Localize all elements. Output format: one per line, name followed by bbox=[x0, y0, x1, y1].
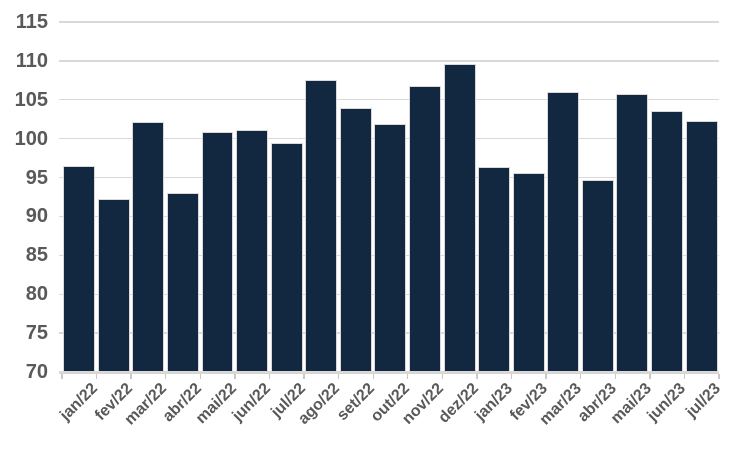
bar-out/22 bbox=[374, 123, 407, 372]
x-axis-tick bbox=[614, 374, 616, 379]
x-axis-line bbox=[59, 372, 719, 375]
x-axis-tick bbox=[579, 374, 582, 379]
bar-nov/22 bbox=[408, 85, 441, 372]
y-axis-label: 90 bbox=[25, 205, 48, 228]
y-axis-label: 105 bbox=[14, 88, 48, 111]
bar-jun/23 bbox=[651, 111, 683, 372]
x-axis-tick bbox=[718, 374, 720, 379]
gridline-70 bbox=[59, 371, 719, 373]
bar-jul/23 bbox=[685, 120, 718, 372]
x-axis-tick bbox=[130, 374, 132, 379]
bar-mai/22 bbox=[201, 132, 234, 372]
x-axis-tick bbox=[268, 374, 271, 379]
y-axis-label: 115 bbox=[15, 11, 48, 33]
x-axis-tick bbox=[510, 374, 513, 379]
x-axis-tick bbox=[337, 374, 340, 379]
x-axis-tick bbox=[372, 374, 374, 379]
x-axis-tick bbox=[95, 374, 98, 379]
x-axis-tick bbox=[303, 374, 305, 379]
x-axis-tick bbox=[234, 374, 236, 379]
x-axis-tick bbox=[441, 374, 444, 379]
gridline-110 bbox=[59, 60, 719, 62]
bar-jan/22 bbox=[63, 165, 96, 372]
bar-fev/22 bbox=[97, 199, 130, 372]
bar-dez/22 bbox=[443, 64, 476, 372]
bar-jan/23 bbox=[478, 166, 511, 372]
gridline-115 bbox=[59, 21, 719, 23]
bar-jul/22 bbox=[270, 143, 303, 372]
bar-mar/23 bbox=[547, 92, 580, 372]
y-axis-label: 70 bbox=[25, 361, 48, 383]
y-axis-label: 100 bbox=[14, 127, 48, 150]
y-axis-label: 80 bbox=[25, 283, 48, 306]
x-axis-tick bbox=[61, 374, 63, 379]
gridline-105 bbox=[59, 99, 719, 101]
y-axis-label: 75 bbox=[25, 322, 48, 345]
x-axis-tick bbox=[165, 374, 167, 379]
x-axis-tick bbox=[683, 374, 686, 379]
bar-ago/22 bbox=[305, 80, 338, 372]
x-axis-tick bbox=[545, 374, 547, 379]
y-axis-label: 85 bbox=[25, 244, 48, 267]
bar-mar/22 bbox=[132, 122, 165, 372]
y-axis-label: 110 bbox=[15, 49, 48, 72]
x-axis-tick bbox=[649, 374, 651, 379]
bar-jun/22 bbox=[236, 130, 269, 372]
bar-abr/23 bbox=[581, 179, 614, 372]
bar-fev/23 bbox=[512, 172, 545, 372]
x-axis-tick bbox=[476, 374, 478, 379]
bar-set/22 bbox=[339, 108, 372, 372]
y-axis-label: 95 bbox=[25, 166, 48, 189]
x-axis-tick bbox=[407, 374, 409, 379]
x-axis-tick bbox=[199, 374, 201, 379]
bar-abr/22 bbox=[166, 193, 199, 372]
bar-mai/23 bbox=[616, 94, 649, 372]
